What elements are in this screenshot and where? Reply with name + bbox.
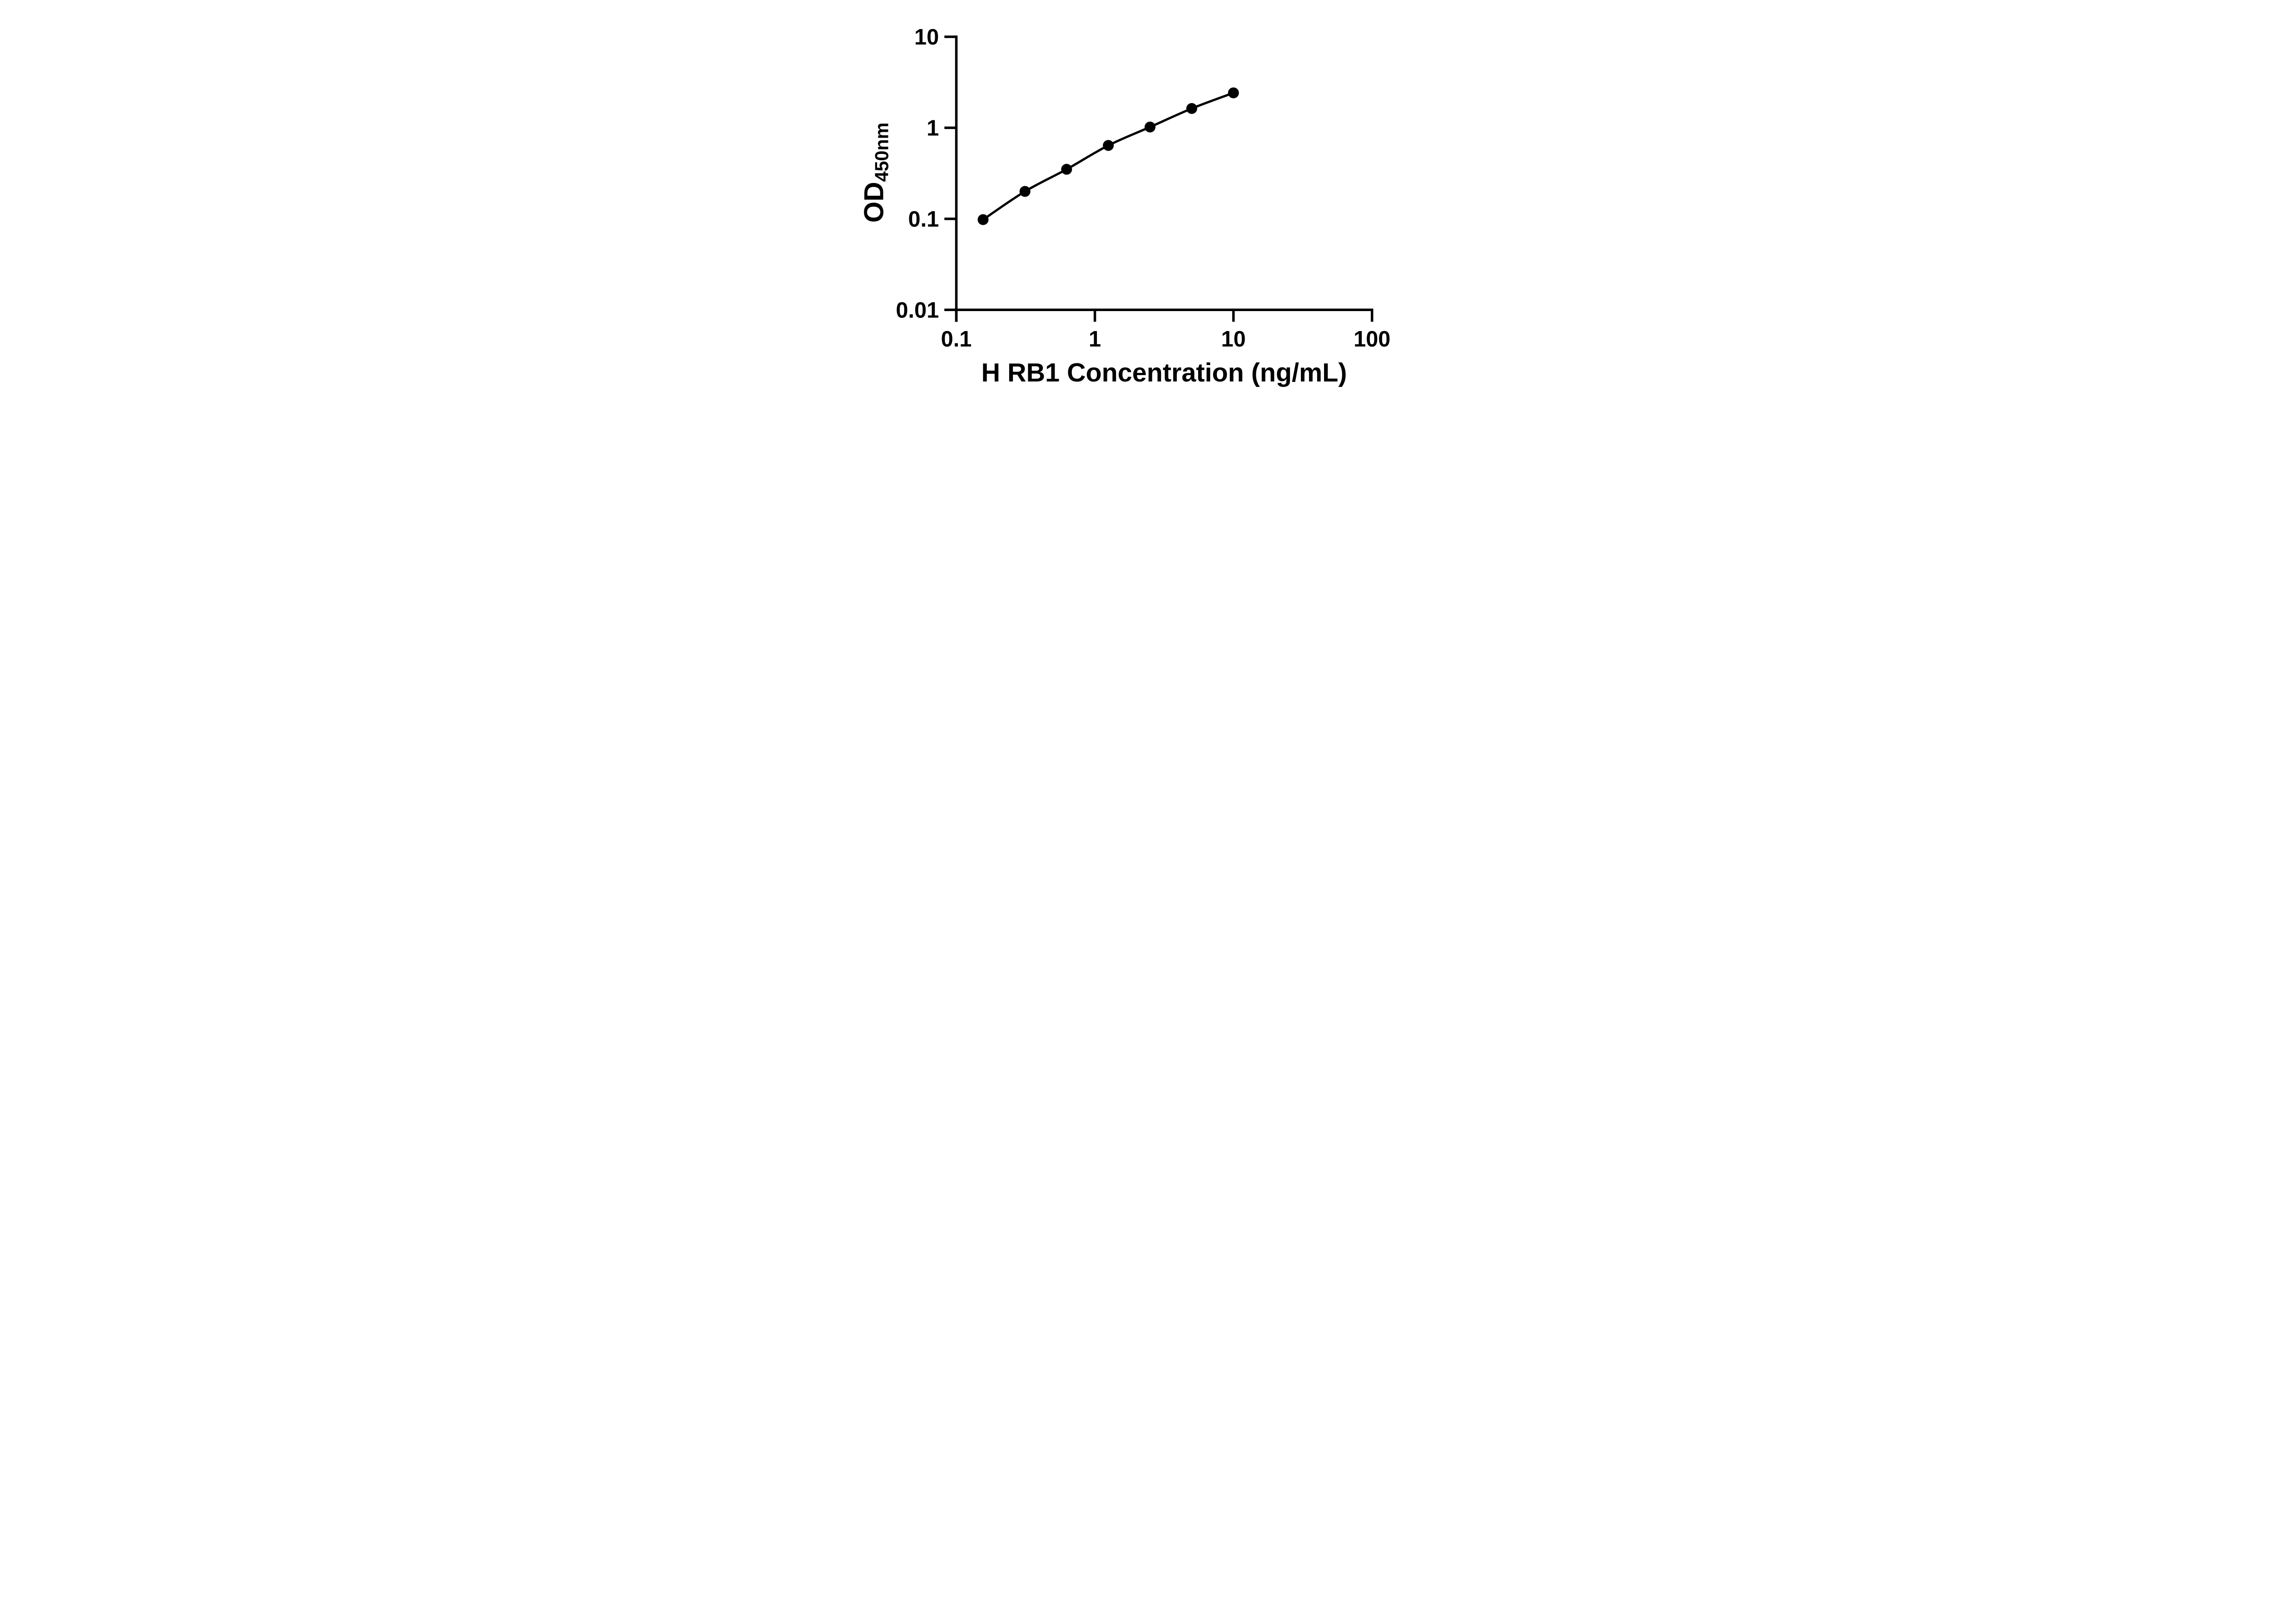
y-axis-tick-label: 1: [927, 116, 939, 140]
y-axis-tick-label: 0.1: [908, 207, 939, 232]
y-axis-tick-label: 0.01: [896, 298, 939, 322]
data-point-marker-2: [1019, 186, 1031, 197]
x-axis-tick-label: 10: [1221, 327, 1245, 352]
x-axis-tick-label: 100: [1354, 327, 1390, 352]
data-point-marker-6: [1186, 103, 1197, 114]
data-point-marker-3: [1061, 163, 1072, 175]
data-point-marker-5: [1144, 121, 1155, 133]
data-point-marker-7: [1228, 87, 1239, 99]
elisa-standard-curve-figure: 10 1 0.1 0.01 0.1 1 10 100 H RB1 Concentration …: [842, 0, 1429, 406]
data-point-marker-1: [977, 214, 988, 225]
x-axis-title: H RB1 Concentration (ng/mL): [981, 358, 1347, 387]
x-axis-tick-label: 0.1: [941, 327, 972, 352]
y-axis-tick-label: 10: [914, 25, 939, 50]
y-axis-title-main: OD: [858, 182, 889, 223]
x-axis-tick-label: 1: [1089, 327, 1101, 352]
y-axis-title: OD450nm: [858, 123, 892, 223]
plot-layer: [977, 87, 1239, 225]
y-axis-title-subscript: 450nm: [871, 123, 892, 182]
data-point-marker-4: [1102, 140, 1114, 151]
